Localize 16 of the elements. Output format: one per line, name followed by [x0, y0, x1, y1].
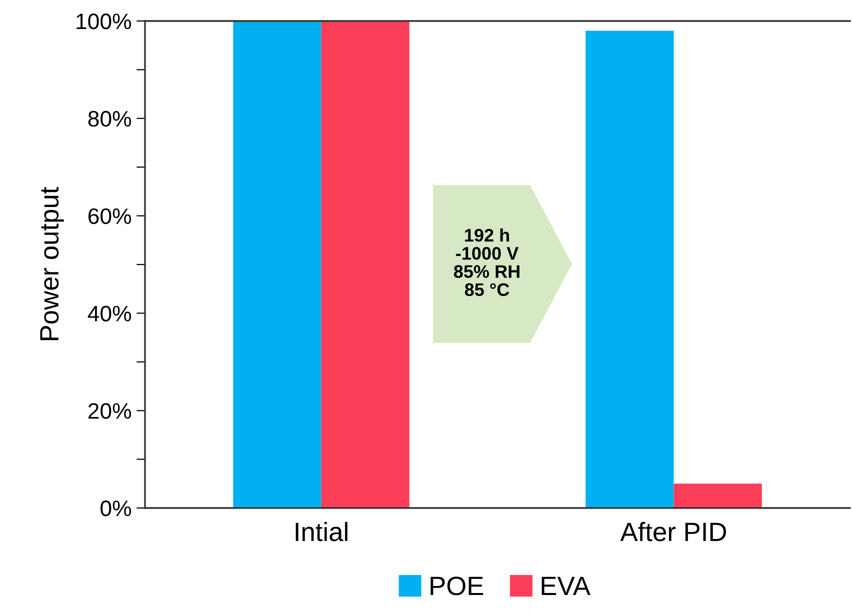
bar — [233, 21, 322, 508]
y-axis-title: Power output — [40, 186, 64, 340]
y-tick-label: 80% — [88, 110, 132, 127]
bar — [674, 484, 762, 508]
y-tick-label: 40% — [88, 306, 132, 322]
legend-label: POE — [430, 576, 484, 596]
x-tick-label: After PID — [620, 522, 726, 542]
x-tick-label: Intial — [296, 522, 348, 542]
y-tick-label: 100% — [76, 14, 132, 30]
y-tick-label: 20% — [88, 403, 132, 419]
y-tick-label: 0% — [100, 500, 132, 516]
bar — [321, 21, 410, 508]
bar — [586, 30, 674, 508]
y-tick-label: 60% — [88, 208, 132, 224]
annotation: 192 h -1000 V 85% RH 85 °C — [454, 228, 520, 296]
legend-label: EVA — [542, 576, 590, 595]
